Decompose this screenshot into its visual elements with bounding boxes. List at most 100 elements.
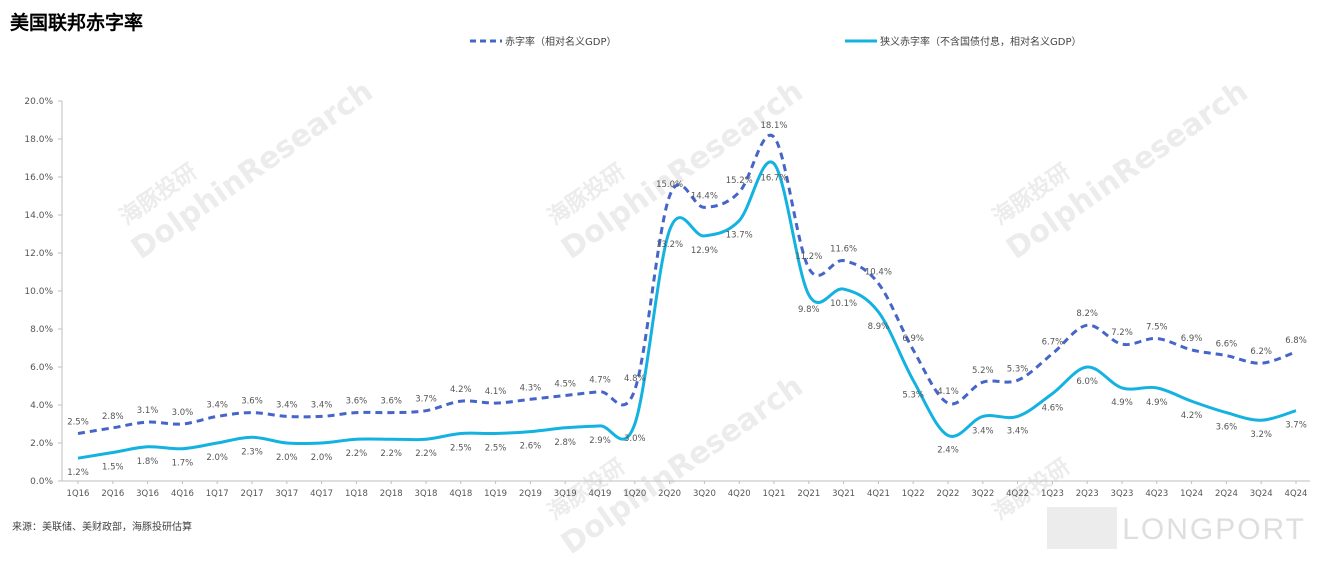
data-label-deficit: 4.3%	[520, 383, 542, 393]
y-tick-label: 10.0%	[24, 287, 53, 297]
x-tick-label: 1Q23	[1041, 489, 1064, 499]
data-label-primary-deficit: 3.4%	[1007, 426, 1029, 436]
data-label-primary-deficit: 9.8%	[798, 305, 820, 315]
legend-item-primary-deficit: 狭义赤字率（不含国债付息，相对名义GDP）	[845, 33, 1081, 48]
x-tick-label: 2Q21	[797, 489, 820, 499]
data-label-deficit: 4.2%	[450, 385, 472, 395]
y-tick-label: 20.0%	[24, 97, 53, 107]
data-label-primary-deficit: 13.7%	[726, 231, 753, 241]
data-label-primary-deficit: 13.2%	[656, 240, 683, 250]
x-tick-label: 4Q19	[589, 489, 612, 499]
data-label-deficit: 3.6%	[380, 397, 402, 407]
data-label-primary-deficit: 3.7%	[1285, 421, 1307, 431]
x-tick-label: 2Q19	[519, 489, 542, 499]
data-label-deficit: 7.2%	[1111, 328, 1133, 338]
x-tick-label: 2Q22	[937, 489, 960, 499]
x-tick-label: 3Q21	[832, 489, 855, 499]
data-label-deficit: 6.8%	[1285, 336, 1307, 346]
x-tick-label: 3Q23	[1111, 489, 1134, 499]
y-tick-label: 16.0%	[24, 173, 53, 183]
data-label-primary-deficit: 4.6%	[1042, 404, 1064, 414]
data-label-deficit: 15.2%	[726, 176, 753, 186]
data-label-deficit: 6.2%	[1250, 347, 1272, 357]
brand-logo-mark	[1047, 507, 1117, 549]
x-tick-label: 1Q21	[763, 489, 786, 499]
data-label-deficit: 3.4%	[276, 400, 298, 410]
data-label-primary-deficit: 2.5%	[485, 444, 507, 454]
x-tick-label: 1Q22	[902, 489, 925, 499]
x-tick-label: 3Q18	[415, 489, 438, 499]
brand-watermark: LONGPORT	[1122, 513, 1306, 546]
data-label-primary-deficit: 3.2%	[1250, 430, 1272, 440]
data-label-deficit: 3.7%	[415, 395, 437, 405]
y-tick-label: 2.0%	[30, 439, 53, 449]
y-tick-label: 6.0%	[30, 363, 53, 373]
data-label-primary-deficit: 6.0%	[1076, 377, 1098, 387]
y-tick-label: 4.0%	[30, 401, 53, 411]
data-label-primary-deficit: 2.2%	[380, 449, 402, 459]
data-label-primary-deficit: 1.5%	[102, 463, 124, 473]
data-label-primary-deficit: 4.9%	[1111, 398, 1133, 408]
data-label-primary-deficit: 2.2%	[415, 449, 437, 459]
data-label-deficit: 10.4%	[865, 267, 892, 277]
series-line-primary-deficit	[77, 160, 1297, 460]
chart-title: 美国联邦赤字率	[10, 12, 144, 34]
data-label-primary-deficit: 10.1%	[830, 299, 857, 309]
data-label-deficit: 6.6%	[1216, 340, 1238, 350]
data-label-deficit: 3.0%	[172, 408, 194, 418]
data-label-primary-deficit: 2.8%	[554, 438, 576, 448]
x-tick-label: 1Q20	[623, 489, 646, 499]
x-tick-label: 4Q16	[171, 489, 194, 499]
x-tick-label: 2Q17	[241, 489, 264, 499]
data-label-deficit: 15.0%	[656, 180, 683, 190]
x-tick-label: 3Q16	[136, 489, 159, 499]
data-label-deficit: 4.8%	[624, 374, 646, 384]
data-label-primary-deficit: 8.9%	[868, 322, 890, 332]
x-tick-label: 2Q18	[380, 489, 403, 499]
data-label-primary-deficit: 16.7%	[760, 174, 787, 184]
x-tick-label: 3Q17	[275, 489, 298, 499]
source-note: 来源：美联储、美财政部，海豚投研估算	[12, 522, 192, 533]
data-label-primary-deficit: 3.4%	[972, 426, 994, 436]
data-label-primary-deficit: 2.0%	[276, 453, 298, 463]
x-tick-label: 4Q23	[1145, 489, 1168, 499]
data-label-deficit: 14.4%	[691, 191, 718, 201]
x-tick-label: 1Q17	[206, 489, 229, 499]
x-tick-label: 4Q24	[1285, 489, 1308, 499]
legend-label: 狭义赤字率（不含国债付息，相对名义GDP）	[880, 37, 1082, 48]
data-label-deficit: 18.1%	[760, 121, 787, 131]
legend-solid-swatch	[845, 39, 877, 42]
legend-item-deficit: 赤字率（相对名义GDP）	[470, 33, 616, 48]
data-label-deficit: 6.9%	[902, 334, 924, 344]
x-tick-label: 1Q18	[345, 489, 368, 499]
legend-dashed-swatch	[470, 39, 502, 42]
data-label-primary-deficit: 5.3%	[902, 390, 924, 400]
x-tick-label: 3Q22	[971, 489, 994, 499]
data-label-primary-deficit: 1.7%	[172, 459, 194, 469]
series-line-deficit	[77, 133, 1297, 435]
data-label-primary-deficit: 2.5%	[450, 444, 472, 454]
x-tick-label: 4Q22	[1006, 489, 1029, 499]
x-tick-label: 2Q16	[101, 489, 124, 499]
data-label-primary-deficit: 4.2%	[1181, 411, 1203, 421]
x-tick-label: 2Q20	[658, 489, 681, 499]
x-tick-label: 4Q21	[867, 489, 890, 499]
y-tick-label: 18.0%	[24, 135, 53, 145]
data-label-deficit: 3.6%	[346, 397, 368, 407]
data-label-deficit: 5.3%	[1007, 364, 1029, 374]
x-tick-label: 3Q24	[1250, 489, 1273, 499]
data-label-primary-deficit: 2.0%	[206, 453, 228, 463]
y-tick-label: 8.0%	[30, 325, 53, 335]
data-label-deficit: 2.8%	[102, 412, 124, 422]
x-tick-label: 4Q20	[728, 489, 751, 499]
data-label-deficit: 11.2%	[795, 252, 822, 262]
x-tick-label: 2Q23	[1076, 489, 1099, 499]
data-label-deficit: 4.5%	[554, 380, 576, 390]
data-label-primary-deficit: 1.8%	[137, 457, 159, 467]
y-tick-label: 14.0%	[24, 211, 53, 221]
x-tick-label: 3Q19	[554, 489, 577, 499]
data-label-deficit: 3.1%	[137, 406, 159, 416]
x-tick-label: 1Q24	[1180, 489, 1203, 499]
x-tick-label: 2Q24	[1215, 489, 1238, 499]
